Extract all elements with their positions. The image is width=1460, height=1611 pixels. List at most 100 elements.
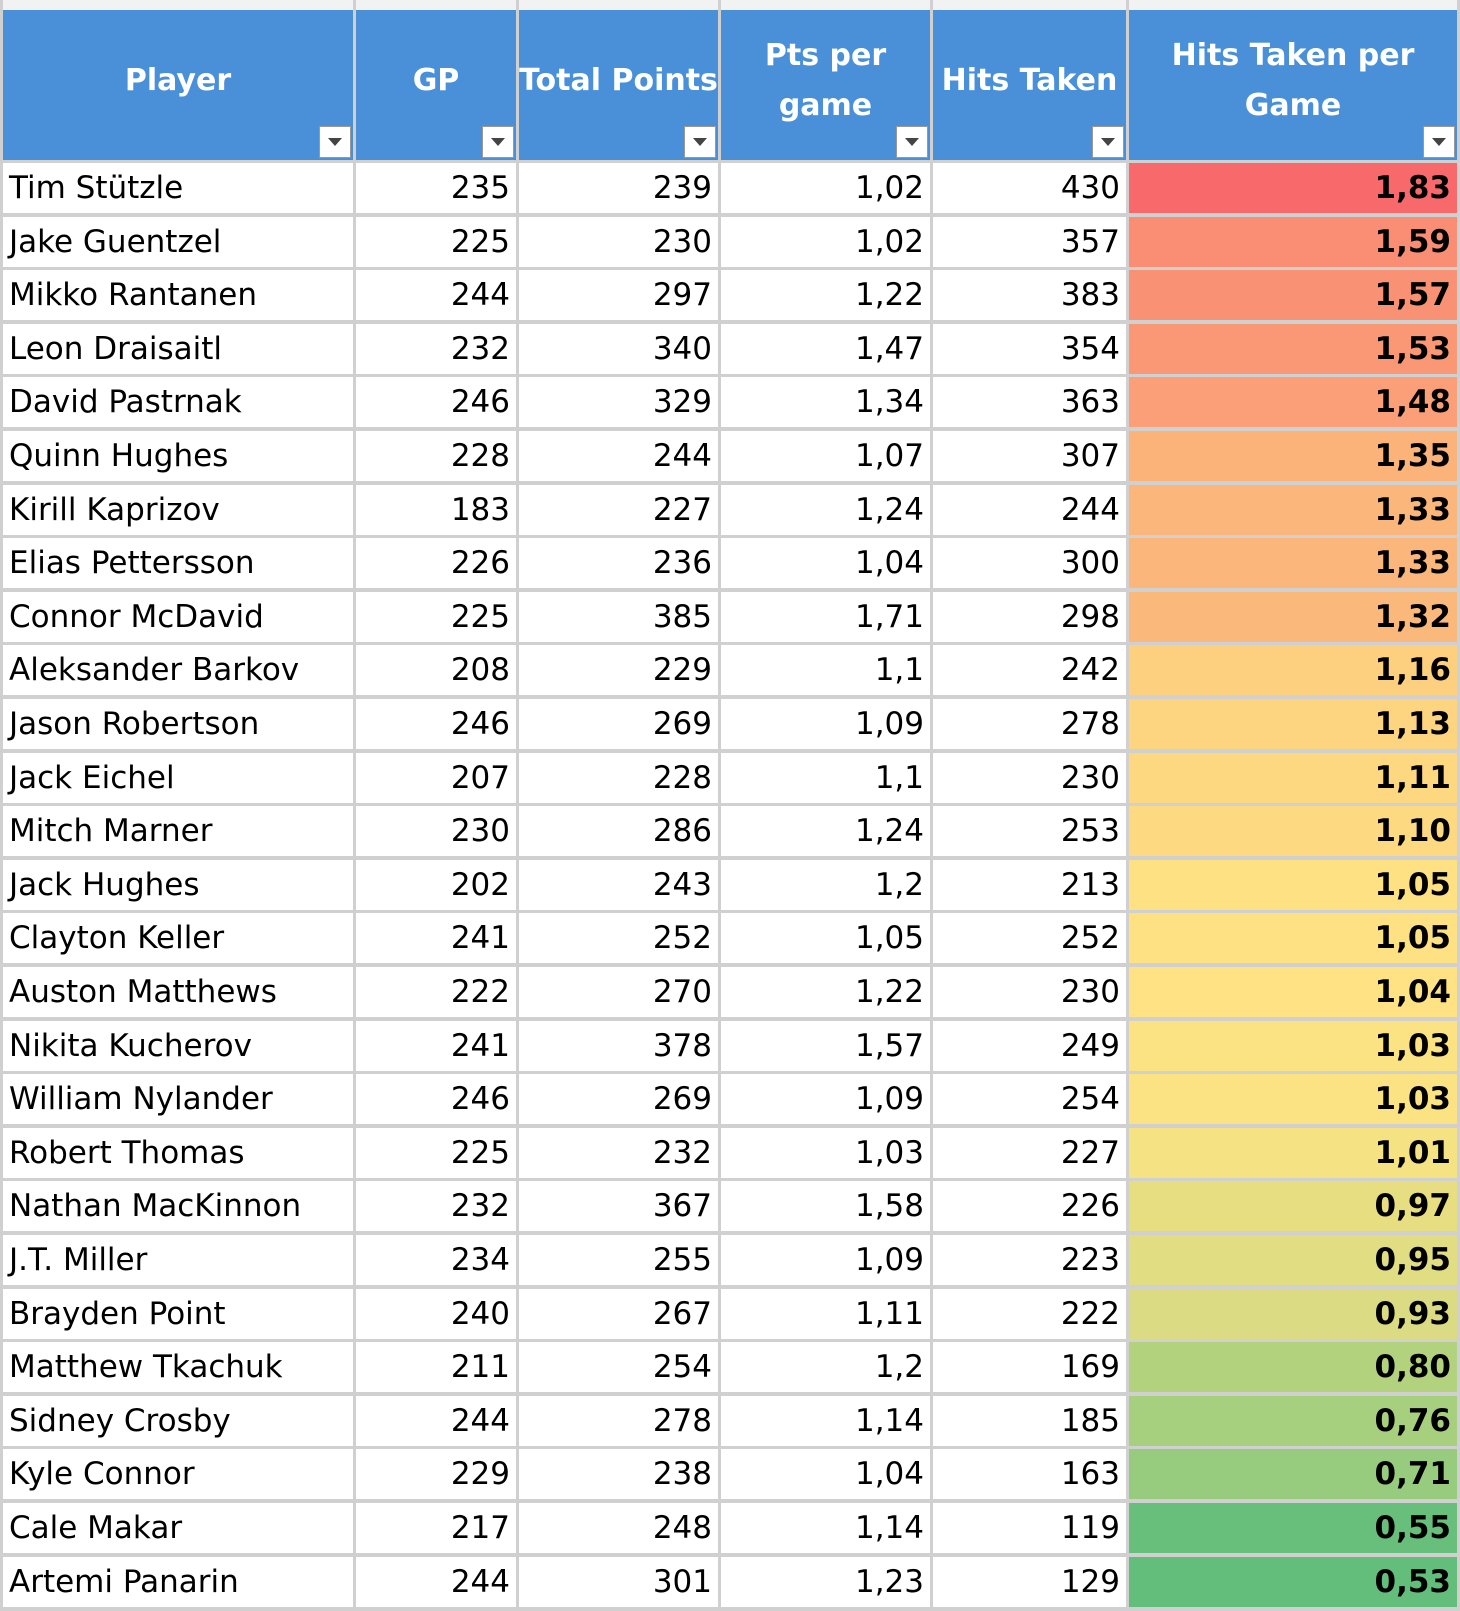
filter-dropdown-button[interactable] (896, 126, 928, 158)
cell-player[interactable]: Sidney Crosby (3, 1395, 353, 1446)
cell-hits-per-game[interactable]: 1,83 (1129, 163, 1457, 213)
cell-total-points[interactable]: 378 (519, 1020, 718, 1071)
cell-hits-per-game[interactable]: 1,04 (1129, 967, 1457, 1017)
cell-gp[interactable]: 246 (356, 699, 516, 749)
cell-total-points[interactable]: 252 (519, 913, 718, 964)
cell-hits-per-game[interactable]: 1,35 (1129, 431, 1457, 481)
cell-pts-per-game[interactable]: 1,23 (721, 1556, 930, 1607)
cell-pts-per-game[interactable]: 1,07 (721, 431, 930, 481)
cell-hits-taken[interactable]: 129 (933, 1556, 1126, 1607)
cell-gp[interactable]: 244 (356, 1395, 516, 1446)
header-gp[interactable]: GP (356, 10, 516, 160)
cell-pts-per-game[interactable]: 1,58 (721, 1181, 930, 1232)
cell-hits-taken[interactable]: 357 (933, 216, 1126, 267)
cell-pts-per-game[interactable]: 1,11 (721, 1288, 930, 1339)
cell-gp[interactable]: 202 (356, 859, 516, 910)
cell-hits-per-game[interactable]: 1,48 (1129, 377, 1457, 428)
cell-gp[interactable]: 222 (356, 967, 516, 1017)
cell-hits-taken[interactable]: 307 (933, 431, 1126, 481)
filter-dropdown-button[interactable] (1423, 126, 1455, 158)
cell-pts-per-game[interactable]: 1,1 (721, 752, 930, 803)
cell-pts-per-game[interactable]: 1,09 (721, 1074, 930, 1125)
cell-total-points[interactable]: 239 (519, 163, 718, 213)
cell-player[interactable]: Elias Pettersson (3, 538, 353, 589)
cell-total-points[interactable]: 297 (519, 270, 718, 321)
cell-hits-per-game[interactable]: 1,11 (1129, 752, 1457, 803)
cell-total-points[interactable]: 244 (519, 431, 718, 481)
cell-hits-per-game[interactable]: 0,55 (1129, 1503, 1457, 1553)
cell-total-points[interactable]: 238 (519, 1449, 718, 1500)
cell-total-points[interactable]: 367 (519, 1181, 718, 1232)
cell-pts-per-game[interactable]: 1,24 (721, 484, 930, 535)
cell-pts-per-game[interactable]: 1,03 (721, 1127, 930, 1178)
filter-dropdown-button[interactable] (319, 126, 351, 158)
cell-hits-taken[interactable]: 185 (933, 1395, 1126, 1446)
cell-pts-per-game[interactable]: 1,24 (721, 806, 930, 857)
cell-player[interactable]: Quinn Hughes (3, 431, 353, 481)
cell-gp[interactable]: 232 (356, 323, 516, 374)
cell-player[interactable]: Matthew Tkachuk (3, 1342, 353, 1393)
cell-total-points[interactable]: 243 (519, 859, 718, 910)
cell-total-points[interactable]: 227 (519, 484, 718, 535)
cell-player[interactable]: Nikita Kucherov (3, 1020, 353, 1071)
cell-total-points[interactable]: 230 (519, 216, 718, 267)
cell-hits-taken[interactable]: 300 (933, 538, 1126, 589)
cell-total-points[interactable]: 267 (519, 1288, 718, 1339)
cell-gp[interactable]: 207 (356, 752, 516, 803)
cell-gp[interactable]: 246 (356, 1074, 516, 1125)
cell-gp[interactable]: 208 (356, 645, 516, 696)
cell-hits-per-game[interactable]: 1,03 (1129, 1074, 1457, 1125)
cell-total-points[interactable]: 255 (519, 1235, 718, 1285)
cell-gp[interactable]: 229 (356, 1449, 516, 1500)
cell-player[interactable]: J.T. Miller (3, 1235, 353, 1285)
cell-hits-taken[interactable]: 230 (933, 967, 1126, 1017)
cell-total-points[interactable]: 340 (519, 323, 718, 374)
cell-hits-taken[interactable]: 254 (933, 1074, 1126, 1125)
cell-total-points[interactable]: 254 (519, 1342, 718, 1393)
cell-hits-per-game[interactable]: 1,53 (1129, 323, 1457, 374)
header-total-points[interactable]: Total Points (519, 10, 718, 160)
cell-pts-per-game[interactable]: 1,2 (721, 859, 930, 910)
cell-hits-per-game[interactable]: 1,16 (1129, 645, 1457, 696)
cell-player[interactable]: Brayden Point (3, 1288, 353, 1339)
cell-total-points[interactable]: 236 (519, 538, 718, 589)
cell-pts-per-game[interactable]: 1,02 (721, 216, 930, 267)
cell-total-points[interactable]: 270 (519, 967, 718, 1017)
cell-gp[interactable]: 230 (356, 806, 516, 857)
cell-pts-per-game[interactable]: 1,09 (721, 1235, 930, 1285)
cell-hits-taken[interactable]: 430 (933, 163, 1126, 213)
cell-gp[interactable]: 183 (356, 484, 516, 535)
cell-hits-taken[interactable]: 169 (933, 1342, 1126, 1393)
header-hits-per-game[interactable]: Hits Taken per Game (1129, 10, 1457, 160)
cell-pts-per-game[interactable]: 1,04 (721, 1449, 930, 1500)
cell-player[interactable]: William Nylander (3, 1074, 353, 1125)
cell-hits-per-game[interactable]: 1,59 (1129, 216, 1457, 267)
cell-total-points[interactable]: 229 (519, 645, 718, 696)
cell-player[interactable]: Jack Eichel (3, 752, 353, 803)
cell-hits-taken[interactable]: 363 (933, 377, 1126, 428)
cell-hits-per-game[interactable]: 1,03 (1129, 1020, 1457, 1071)
cell-hits-taken[interactable]: 244 (933, 484, 1126, 535)
cell-gp[interactable]: 240 (356, 1288, 516, 1339)
cell-player[interactable]: Clayton Keller (3, 913, 353, 964)
cell-pts-per-game[interactable]: 1,05 (721, 913, 930, 964)
cell-hits-taken[interactable]: 163 (933, 1449, 1126, 1500)
cell-pts-per-game[interactable]: 1,09 (721, 699, 930, 749)
cell-player[interactable]: Tim Stützle (3, 163, 353, 213)
cell-hits-per-game[interactable]: 1,05 (1129, 913, 1457, 964)
cell-gp[interactable]: 225 (356, 216, 516, 267)
cell-total-points[interactable]: 232 (519, 1127, 718, 1178)
cell-hits-per-game[interactable]: 1,13 (1129, 699, 1457, 749)
cell-hits-per-game[interactable]: 1,32 (1129, 591, 1457, 642)
cell-hits-per-game[interactable]: 1,33 (1129, 484, 1457, 535)
cell-hits-taken[interactable]: 278 (933, 699, 1126, 749)
filter-dropdown-button[interactable] (684, 126, 716, 158)
cell-total-points[interactable]: 269 (519, 699, 718, 749)
cell-gp[interactable]: 234 (356, 1235, 516, 1285)
cell-pts-per-game[interactable]: 1,2 (721, 1342, 930, 1393)
cell-hits-per-game[interactable]: 0,95 (1129, 1235, 1457, 1285)
cell-gp[interactable]: 226 (356, 538, 516, 589)
cell-hits-per-game[interactable]: 1,33 (1129, 538, 1457, 589)
cell-gp[interactable]: 232 (356, 1181, 516, 1232)
cell-hits-per-game[interactable]: 1,10 (1129, 806, 1457, 857)
